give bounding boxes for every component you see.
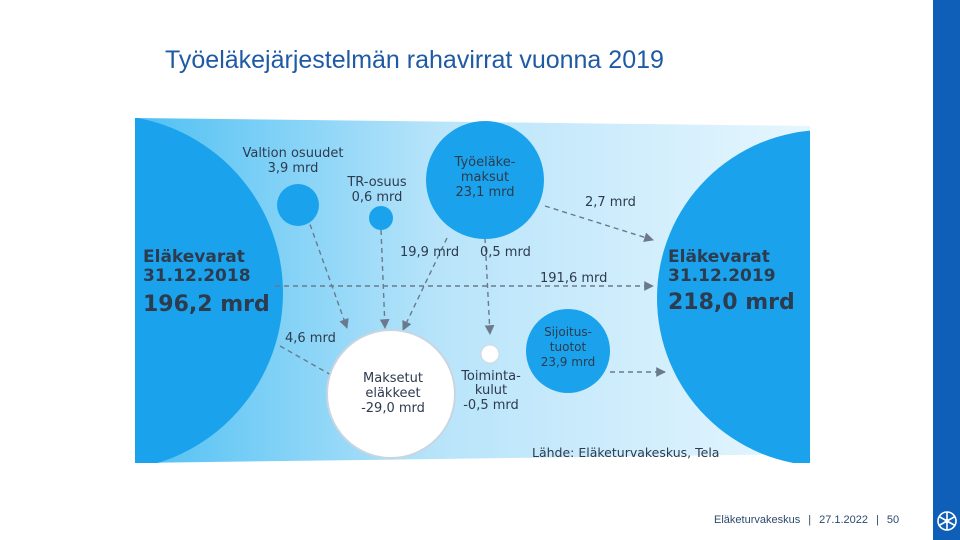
arrow-contrib-to-pensions (402, 237, 448, 331)
end-fund-circle (657, 130, 810, 463)
cash-flow-diagram: Eläkevarat 31.12.2018 196,2 mrd Eläkevar… (135, 118, 810, 463)
investment-returns-value: 23,9 mrd (541, 355, 596, 369)
arrow-contrib-to-costs (484, 237, 495, 335)
investment-returns-label-1: Sijoitus- (544, 325, 592, 339)
end-fund-value: 218,0 mrd (668, 290, 795, 315)
brand-side-band (933, 0, 960, 540)
arrow-tr-to-pensions (379, 229, 390, 329)
source-note: Lähde: Eläketurvakeskus, Tela (532, 445, 719, 460)
start-fund-date: 31.12.2018 (143, 266, 251, 286)
investment-returns-label-2: tuotot (550, 340, 587, 354)
operating-costs-value: -0,5 mrd (463, 398, 519, 413)
operating-costs-label-2: kulut (475, 383, 507, 398)
paid-pensions-value: -29,0 mrd (361, 401, 425, 416)
flow-contrib-to-pensions-label: 19,9 mrd (400, 245, 459, 260)
arrow-state-to-pensions (306, 215, 349, 329)
paid-pensions-label-2: eläkkeet (365, 386, 420, 401)
state-share-label: Valtion osuudet (242, 146, 343, 161)
footer: Eläketurvakeskus | 27.1.2022 | 50 (714, 514, 899, 526)
contributions-value: 23,1 mrd (455, 185, 514, 200)
contributions-label-1: Työeläke- (454, 155, 516, 170)
flow-contrib-to-costs-label: 0,5 mrd (480, 245, 531, 260)
page-title: Työeläkejärjestelmän rahavirrat vuonna 2… (165, 46, 664, 74)
state-share-value: 3,9 mrd (268, 161, 319, 176)
contributions-label-2: maksut (461, 170, 509, 185)
start-fund-circle (135, 118, 283, 463)
footer-date: 27.1.2022 (819, 514, 869, 526)
tr-share-label: TR-osuus (346, 175, 407, 190)
paid-pensions-circle (326, 329, 456, 459)
end-fund-label: Eläkevarat (668, 247, 770, 267)
tr-share-circle (369, 206, 393, 230)
investment-returns-circle (526, 309, 610, 393)
eläketurvakeskus-logo-icon (937, 511, 957, 531)
end-fund-date: 31.12.2019 (668, 266, 776, 286)
tr-share-value: 0,6 mrd (352, 190, 403, 205)
start-fund-label: Eläkevarat (143, 247, 245, 267)
footer-org: Eläketurvakeskus (714, 514, 801, 526)
start-fund-value: 196,2 mrd (143, 292, 270, 317)
flow-contrib-to-end-label: 2,7 mrd (585, 195, 636, 210)
arrow-contrib-to-end (544, 205, 654, 243)
footer-separator: | (808, 514, 812, 526)
footer-separator: | (876, 514, 879, 526)
contributions-circle (426, 121, 544, 239)
state-share-circle (277, 184, 319, 226)
operating-costs-circle (480, 344, 500, 364)
operating-costs-label-1: Toiminta- (460, 369, 521, 384)
flow-fund-to-pensions-label: 4,6 mrd (285, 331, 336, 346)
flow-fund-through-label: 191,6 mrd (540, 271, 607, 286)
footer-page-number: 50 (886, 514, 900, 526)
paid-pensions-label-1: Maksetut (363, 371, 423, 386)
